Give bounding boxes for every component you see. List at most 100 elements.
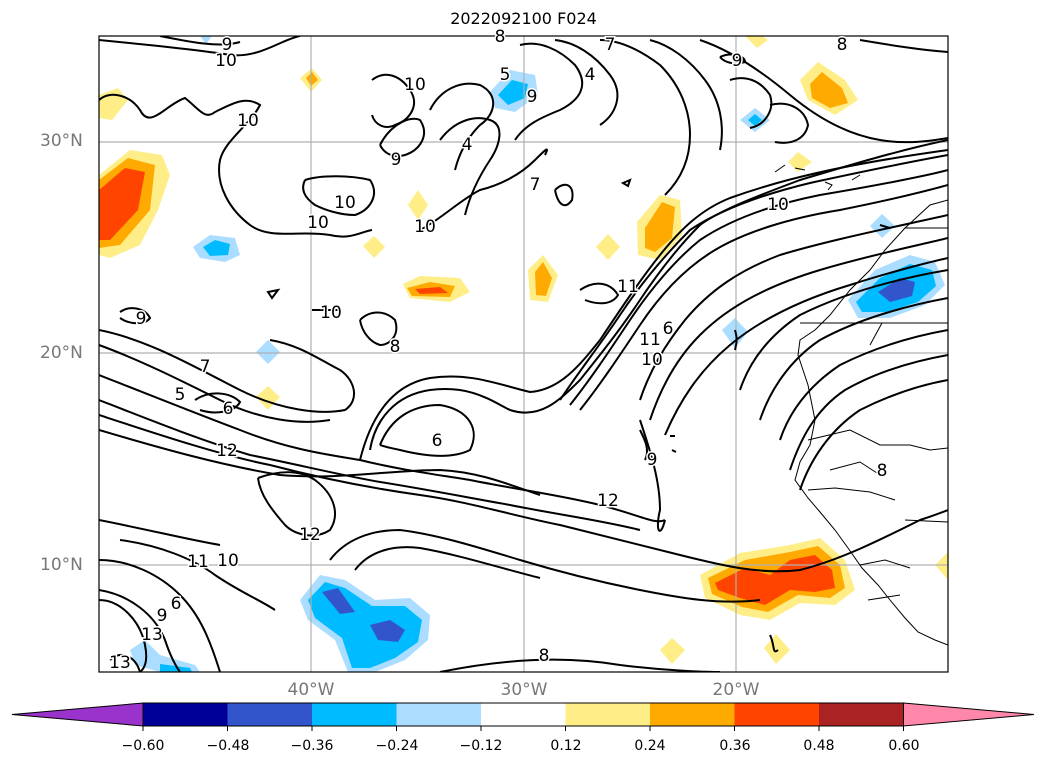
- warm-anomaly-patch: [99, 88, 128, 120]
- colorbar-tick-label: −0.24: [375, 738, 419, 754]
- contour-label: 8: [495, 27, 506, 47]
- cold-anomaly-patch: [878, 278, 915, 302]
- contour-label: 9: [647, 450, 658, 470]
- warm-anomaly-patch: [935, 552, 948, 580]
- contour-lines: [99, 36, 948, 672]
- contour-label: 9: [136, 309, 147, 329]
- lat-label-30n: 30°N: [40, 131, 83, 151]
- colorbar-tick-label: 0.36: [719, 738, 751, 754]
- warm-anomaly-patch: [764, 634, 790, 664]
- lon-label-30w: 30°W: [500, 680, 548, 700]
- contour-label: 4: [462, 135, 473, 155]
- colorbar-bin: [650, 703, 735, 726]
- contour-label: 6: [223, 399, 234, 419]
- contour-label: 10: [237, 111, 259, 131]
- contour-label: 7: [530, 175, 541, 195]
- contour-label: 12: [216, 441, 238, 461]
- contour-label: 9: [222, 35, 233, 55]
- warm-anomaly-patch: [645, 202, 675, 252]
- contour-label: 11: [187, 552, 209, 572]
- contour-label: 10: [217, 551, 239, 571]
- colorbar-bin: [143, 703, 228, 726]
- lon-label-20w: 20°W: [712, 680, 760, 700]
- colorbar-tick-label: 0.24: [634, 738, 666, 754]
- contour-label: 5: [175, 385, 186, 405]
- warm-anomaly-patch: [408, 190, 428, 220]
- contour-label: 13: [109, 653, 131, 673]
- colorbar-tick-label: −0.60: [121, 738, 165, 754]
- warm-anomaly-patch: [596, 234, 620, 260]
- colorbar-extend-low: [11, 702, 144, 727]
- gridlines: [99, 36, 948, 672]
- contour-label: 9: [157, 606, 168, 626]
- warm-anomaly-patch: [715, 555, 835, 605]
- contour-label: 12: [299, 525, 321, 545]
- colorbar-bin: [565, 703, 651, 726]
- colorbar-tick-label: −0.36: [290, 738, 334, 754]
- warm-anomaly-patch: [535, 262, 552, 296]
- warm-anomaly-patch: [363, 236, 385, 258]
- colorbar-tick-label: 0.48: [803, 738, 835, 754]
- warm-anomaly-patch: [745, 36, 768, 48]
- colorbar-tick-label: 0.60: [888, 738, 920, 754]
- colorbar-bin: [312, 703, 397, 726]
- contour-label: 7: [200, 357, 211, 377]
- cold-anomaly-patch: [498, 80, 528, 105]
- lat-label-10n: 10°N: [40, 555, 83, 575]
- colorbar-extend-high: [903, 702, 1035, 727]
- contour-label: 10: [215, 51, 237, 71]
- cold-anomaly-patch: [370, 620, 405, 642]
- warm-anomaly-patch: [306, 72, 318, 86]
- cold-anomaly-patch: [322, 588, 355, 614]
- cold-anomaly-patch: [130, 640, 200, 672]
- cold-anomaly-patch: [256, 340, 280, 364]
- contour-label: 8: [877, 461, 888, 481]
- lat-label-20n: 20°N: [40, 343, 83, 363]
- colorbar-tick-label: −0.48: [206, 738, 250, 754]
- contour-label: 12: [597, 491, 619, 511]
- warm-anomaly-patch: [415, 287, 448, 294]
- contour-label: 9: [732, 51, 743, 71]
- contour-label: 10: [414, 217, 436, 237]
- contour-label: 8: [837, 35, 848, 55]
- colorbar-bin: [481, 703, 566, 726]
- contour-label: 13: [141, 625, 163, 645]
- contour-label: 10: [320, 303, 342, 323]
- contour-label: 8: [390, 337, 401, 357]
- warm-anomaly-patch: [788, 152, 812, 172]
- contour-label: 6: [663, 319, 674, 339]
- colorbar: [11, 702, 1035, 731]
- contour-label: 6: [432, 431, 443, 451]
- cold-anomaly-patch: [200, 36, 212, 44]
- warm-anomaly-patch: [99, 168, 145, 240]
- warm-anomaly-patch: [256, 386, 280, 410]
- contour-label: 9: [391, 150, 402, 170]
- cold-anomaly-patch: [203, 240, 230, 256]
- colorbar-bin: [819, 703, 904, 726]
- contour-label: 8: [539, 646, 550, 666]
- colorbar-frame: [142, 702, 904, 727]
- contour-label: 10: [641, 350, 663, 370]
- colorbar-bin: [396, 703, 482, 726]
- contour-label: 11: [617, 277, 639, 297]
- cold-anomaly-patch: [160, 664, 192, 672]
- contour-label: 10: [334, 193, 356, 213]
- contour-label: 10: [307, 213, 329, 233]
- contour-label: 10: [404, 75, 426, 95]
- contour-label: 11: [639, 330, 661, 350]
- contour-label: 4: [585, 65, 596, 85]
- shaded-anomaly-layer: [99, 36, 948, 672]
- map-frame: [98, 35, 949, 673]
- colorbar-tick-label: −0.12: [459, 738, 503, 754]
- lon-label-40w: 40°W: [287, 680, 335, 700]
- map-title: 2022092100 F024: [450, 9, 597, 28]
- coastlines: [774, 157, 948, 646]
- colorbar-tick-label: 0.12: [550, 738, 582, 754]
- contour-label: 6: [171, 594, 182, 614]
- contour-label: 10: [767, 195, 789, 215]
- colorbar-bin: [734, 703, 820, 726]
- cold-anomaly-patch: [748, 114, 762, 126]
- colorbar-bin: [227, 703, 313, 726]
